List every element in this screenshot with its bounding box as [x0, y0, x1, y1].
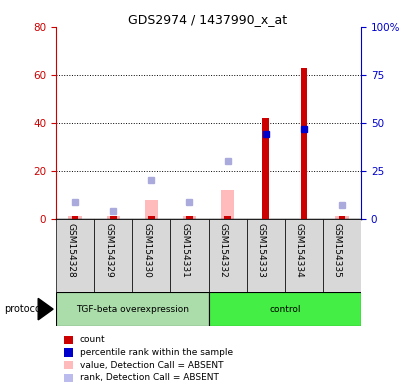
- Bar: [94, 219, 132, 292]
- Text: GSM154329: GSM154329: [104, 223, 113, 277]
- Text: percentile rank within the sample: percentile rank within the sample: [80, 348, 233, 357]
- Bar: [171, 219, 209, 292]
- Bar: [209, 292, 361, 326]
- Text: control: control: [269, 305, 300, 314]
- Bar: [285, 219, 323, 292]
- Text: GDS2974 / 1437990_x_at: GDS2974 / 1437990_x_at: [128, 13, 287, 26]
- Bar: [183, 217, 196, 219]
- Text: GSM154328: GSM154328: [66, 223, 75, 277]
- Bar: [335, 217, 349, 219]
- Bar: [323, 219, 361, 292]
- Bar: [209, 219, 247, 292]
- Text: value, Detection Call = ABSENT: value, Detection Call = ABSENT: [80, 361, 223, 370]
- Text: count: count: [80, 335, 105, 344]
- Bar: [56, 219, 94, 292]
- Bar: [224, 217, 231, 219]
- Bar: [145, 200, 158, 219]
- Bar: [68, 217, 82, 219]
- Text: GSM154335: GSM154335: [333, 223, 342, 277]
- Bar: [72, 217, 78, 219]
- Bar: [186, 217, 193, 219]
- Text: GSM154332: GSM154332: [219, 223, 227, 277]
- Bar: [339, 217, 345, 219]
- Bar: [247, 219, 285, 292]
- Bar: [148, 217, 155, 219]
- Bar: [107, 217, 120, 219]
- Text: GSM154333: GSM154333: [257, 223, 266, 277]
- Polygon shape: [38, 298, 53, 320]
- Bar: [221, 190, 234, 219]
- Text: GSM154331: GSM154331: [181, 223, 190, 277]
- Text: protocol: protocol: [4, 304, 44, 314]
- Text: GSM154334: GSM154334: [295, 223, 304, 277]
- Text: GSM154330: GSM154330: [142, 223, 151, 277]
- Text: rank, Detection Call = ABSENT: rank, Detection Call = ABSENT: [80, 373, 219, 382]
- Bar: [300, 68, 307, 219]
- Bar: [132, 219, 171, 292]
- Bar: [56, 292, 209, 326]
- Bar: [262, 118, 269, 219]
- Bar: [110, 217, 117, 219]
- Text: TGF-beta overexpression: TGF-beta overexpression: [76, 305, 189, 314]
